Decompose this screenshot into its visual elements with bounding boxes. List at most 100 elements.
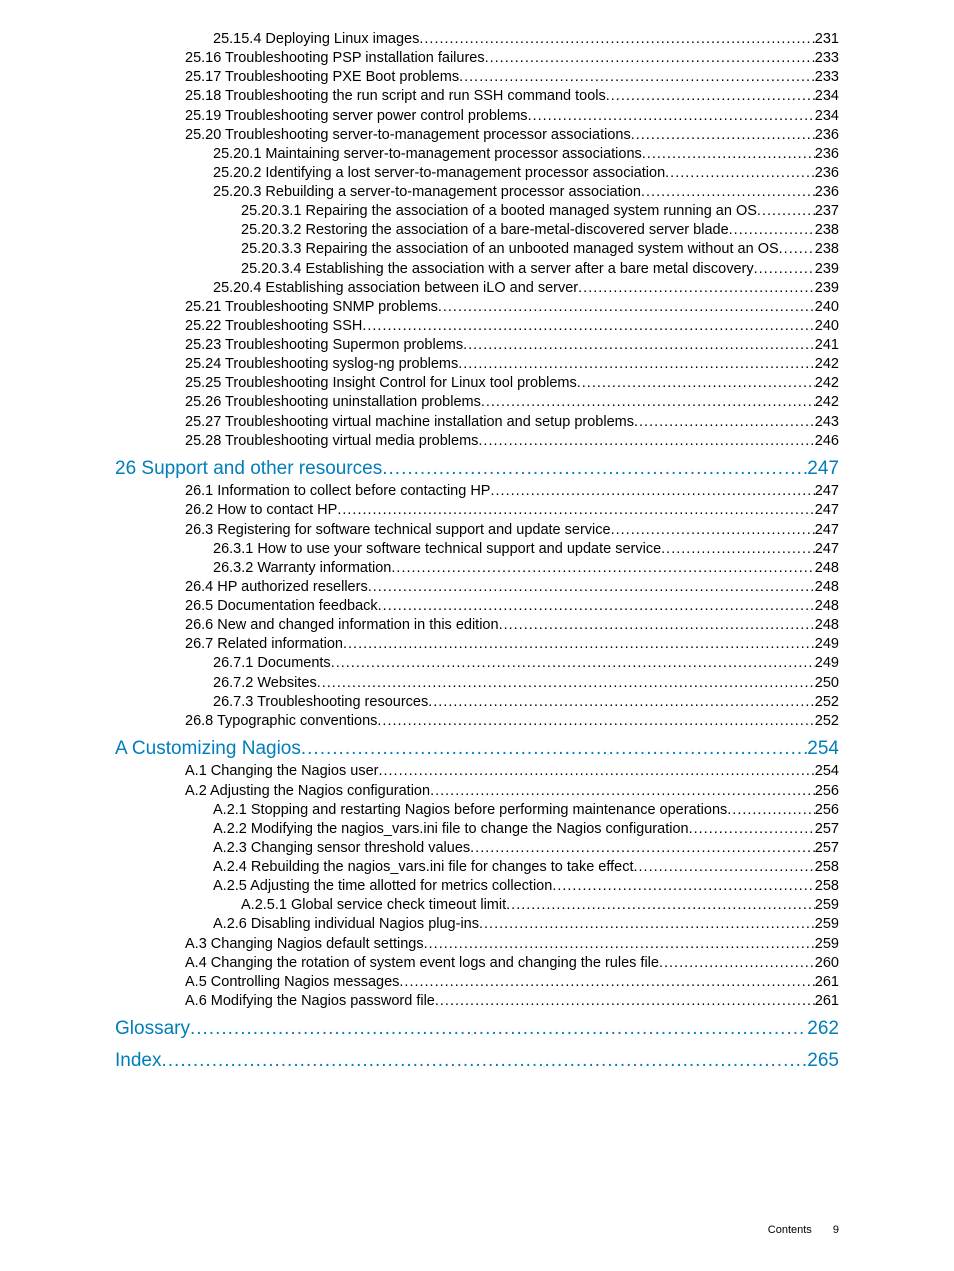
toc-leader-dots [362, 317, 814, 336]
toc-entry: Glossary262 [115, 1015, 839, 1043]
toc-entry: A.2.6 Disabling individual Nagios plug-i… [213, 915, 839, 934]
toc-entry-page: 233 [815, 68, 839, 87]
toc-entry: 25.27 Troubleshooting virtual machine in… [185, 413, 839, 432]
toc-entry-page: 252 [815, 693, 839, 712]
toc-entry-text: 25.27 Troubleshooting virtual machine in… [185, 413, 634, 432]
toc-entry: A.3 Changing Nagios default settings259 [185, 935, 839, 954]
toc-entry-page: 249 [815, 654, 839, 673]
toc-entry-page: 231 [815, 30, 839, 49]
toc-entry-page: 240 [815, 317, 839, 336]
toc-entry-page: 238 [815, 221, 839, 240]
toc-entry: 25.20.2 Identifying a lost server-to-man… [213, 164, 839, 183]
toc-entry-page: 234 [815, 107, 839, 126]
toc-entry: 25.18 Troubleshooting the run script and… [185, 87, 839, 106]
toc-entry-text: 26.7 Related information [185, 635, 343, 654]
toc-entry-text: 26.7.2 Websites [213, 674, 317, 693]
toc-entry-text: 25.20.3.2 Restoring the association of a… [241, 221, 729, 240]
toc-entry-text: A.6 Modifying the Nagios password file [185, 992, 435, 1011]
toc-entry: 26.3.2 Warranty information248 [213, 559, 839, 578]
toc-entry-page: 247 [815, 482, 839, 501]
toc-entry-page: 257 [815, 820, 839, 839]
toc-entry-page: 234 [815, 87, 839, 106]
toc-entry-text: 25.20.3.1 Repairing the association of a… [241, 202, 757, 221]
toc-entry: 25.20 Troubleshooting server-to-manageme… [185, 126, 839, 145]
toc-leader-dots [479, 915, 815, 934]
toc-leader-dots [382, 455, 807, 483]
toc-entry-page: 236 [815, 164, 839, 183]
toc-entry-text: 25.26 Troubleshooting uninstallation pro… [185, 393, 481, 412]
toc-entry-page: 261 [815, 973, 839, 992]
toc-leader-dots [606, 87, 815, 106]
toc-entry-page: 233 [815, 49, 839, 68]
toc-leader-dots [428, 693, 815, 712]
toc-entry: 25.22 Troubleshooting SSH240 [185, 317, 839, 336]
toc-leader-dots [634, 858, 815, 877]
toc-entry-text: 25.23 Troubleshooting Supermon problems [185, 336, 463, 355]
toc-entry-text: A.2.6 Disabling individual Nagios plug-i… [213, 915, 479, 934]
toc-entry-page: 258 [815, 858, 839, 877]
toc-entry-text: 26.3 Registering for software technical … [185, 521, 611, 540]
toc-leader-dots [399, 973, 814, 992]
toc-leader-dots [419, 30, 814, 49]
toc-entry-page: 243 [815, 413, 839, 432]
toc-entry: Index265 [115, 1047, 839, 1075]
toc-entry-page: 236 [815, 126, 839, 145]
toc-entry-page: 261 [815, 992, 839, 1011]
toc-entry: 26.7.2 Websites250 [213, 674, 839, 693]
toc-leader-dots [641, 183, 815, 202]
toc-leader-dots [190, 1015, 807, 1043]
toc-entry-text: 25.20.3.4 Establishing the association w… [241, 260, 754, 279]
toc-entry: 25.20.3.3 Repairing the association of a… [241, 240, 839, 259]
toc-entry: 25.25 Troubleshooting Insight Control fo… [185, 374, 839, 393]
toc-entry-text: A.1 Changing the Nagios user [185, 762, 378, 781]
toc-entry-page: 236 [815, 145, 839, 164]
toc-entry-text: 25.16 Troubleshooting PSP installation f… [185, 49, 485, 68]
toc-leader-dots [689, 820, 815, 839]
toc-leader-dots [659, 954, 815, 973]
toc-leader-dots [779, 240, 815, 259]
toc-leader-dots [634, 413, 815, 432]
toc-entry-page: 238 [815, 240, 839, 259]
toc-leader-dots [161, 1047, 807, 1075]
toc-entry-page: 247 [815, 540, 839, 559]
toc-entry: A.2.4 Rebuilding the nagios_vars.ini fil… [213, 858, 839, 877]
toc-entry: 25.20.3 Rebuilding a server-to-managemen… [213, 183, 839, 202]
toc-entry: A.2.5 Adjusting the time allotted for me… [213, 877, 839, 896]
toc-entry-text: 26.3.1 How to use your software technica… [213, 540, 661, 559]
toc-entry-page: 239 [815, 279, 839, 298]
toc-entry-text: 26.3.2 Warranty information [213, 559, 391, 578]
toc-entry: 25.17 Troubleshooting PXE Boot problems 2… [185, 68, 839, 87]
toc-entry: 25.16 Troubleshooting PSP installation f… [185, 49, 839, 68]
toc-entry-page: 257 [815, 839, 839, 858]
toc-entry-text: 25.20.1 Maintaining server-to-management… [213, 145, 642, 164]
toc-entry-page: 242 [815, 374, 839, 393]
toc-entry: A.2.2 Modifying the nagios_vars.ini file… [213, 820, 839, 839]
toc-leader-dots [757, 202, 815, 221]
toc-leader-dots [478, 432, 814, 451]
toc-entry-page: 246 [815, 432, 839, 451]
toc-entry-text: 25.24 Troubleshooting syslog-ng problems [185, 355, 458, 374]
toc-leader-dots [463, 336, 815, 355]
toc-entry-text: A.2.1 Stopping and restarting Nagios bef… [213, 801, 727, 820]
toc-entry-text: 26.8 Typographic conventions [185, 712, 377, 731]
toc-entry: 25.20.3.1 Repairing the association of a… [241, 202, 839, 221]
toc-leader-dots [378, 762, 814, 781]
toc-entry-page: 260 [815, 954, 839, 973]
toc-entry-page: 247 [815, 521, 839, 540]
toc-entry-text: 25.18 Troubleshooting the run script and… [185, 87, 606, 106]
toc-leader-dots [578, 279, 815, 298]
toc-entry-text: 25.25 Troubleshooting Insight Control fo… [185, 374, 577, 393]
toc-entry: 26.7.3 Troubleshooting resources252 [213, 693, 839, 712]
toc-entry-text: 26.5 Documentation feedback [185, 597, 378, 616]
toc-leader-dots [552, 877, 814, 896]
toc-entry-text: A.2.4 Rebuilding the nagios_vars.ini fil… [213, 858, 634, 877]
toc-entry: 26 Support and other resources247 [115, 455, 839, 483]
toc-entry: 26.7.1 Documents249 [213, 654, 839, 673]
toc-entry-text: 25.20.4 Establishing association between… [213, 279, 578, 298]
toc-leader-dots [665, 164, 815, 183]
toc-leader-dots [506, 896, 815, 915]
toc-entry: 26.4 HP authorized resellers248 [185, 578, 839, 597]
toc-entry: 26.8 Typographic conventions252 [185, 712, 839, 731]
toc-leader-dots [368, 578, 815, 597]
toc-entry-text: 25.17 Troubleshooting PXE Boot problems [185, 68, 459, 87]
